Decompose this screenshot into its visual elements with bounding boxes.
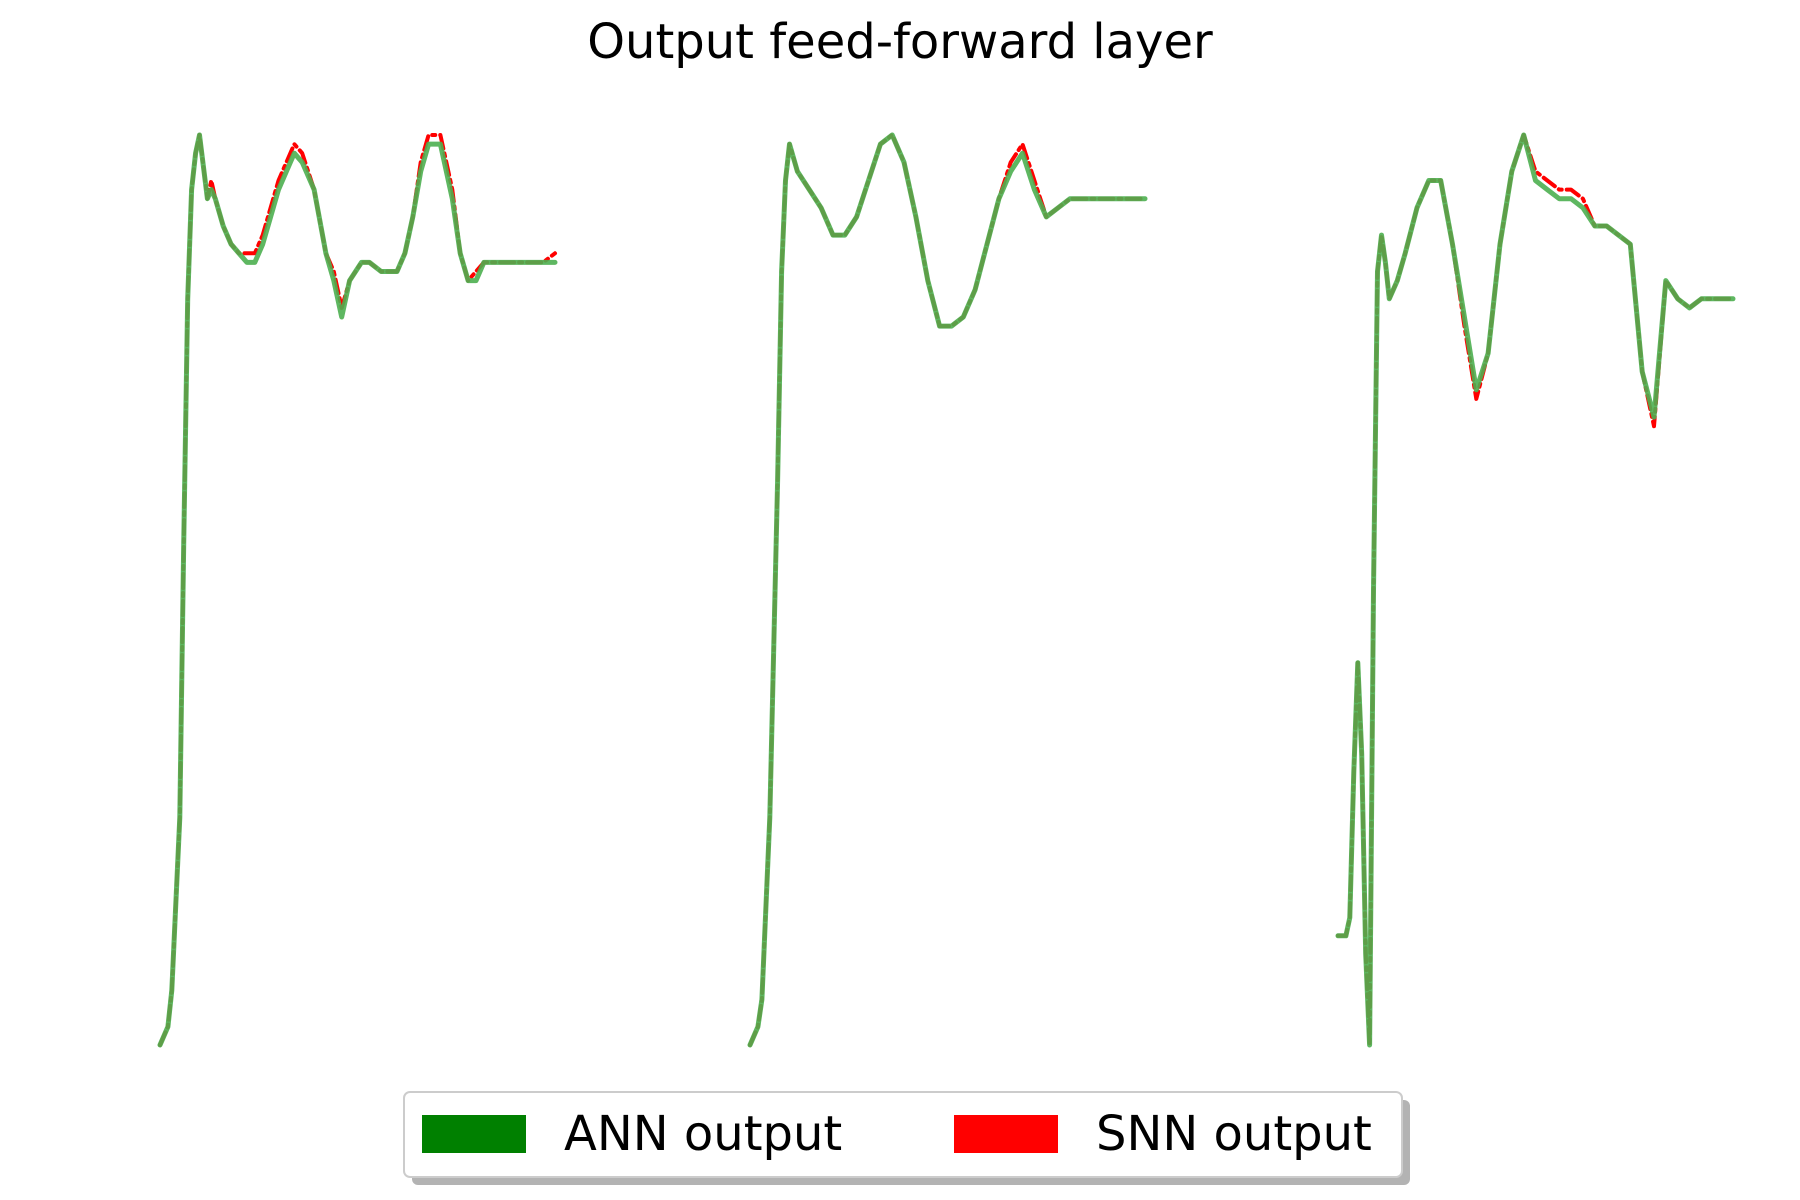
ann-line-panel-1: [157, 132, 558, 1048]
snn-line-panel-2: [748, 133, 1147, 1047]
chart-title: Output feed-forward layer: [587, 14, 1213, 70]
legend-frame: [403, 1091, 1403, 1178]
panel-3: [1335, 132, 1736, 1048]
legend-label-ann: ANN output: [564, 1106, 842, 1162]
plot-area: [157, 132, 1736, 1048]
legend: ANN output SNN output: [403, 1091, 1410, 1185]
legend-swatch-snn: [954, 1115, 1058, 1153]
panel-2: [747, 132, 1148, 1048]
ann-line-panel-2: [747, 132, 1148, 1048]
snn-line-panel-3: [1336, 133, 1735, 1047]
ann-line-panel-3: [1335, 132, 1736, 1048]
legend-label-snn: SNN output: [1096, 1106, 1372, 1162]
panel-1: [157, 132, 558, 1048]
legend-swatch-ann: [422, 1115, 526, 1153]
